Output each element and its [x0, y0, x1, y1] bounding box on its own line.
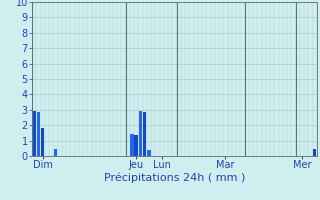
- X-axis label: Précipitations 24h ( mm ): Précipitations 24h ( mm ): [104, 173, 245, 183]
- Bar: [32, 111, 36, 156]
- Bar: [36, 112, 40, 156]
- Bar: [313, 149, 316, 156]
- Bar: [53, 149, 57, 156]
- Bar: [130, 134, 134, 156]
- Bar: [41, 128, 44, 156]
- Bar: [147, 150, 151, 156]
- Bar: [139, 111, 142, 156]
- Bar: [143, 112, 147, 156]
- Bar: [134, 135, 138, 156]
